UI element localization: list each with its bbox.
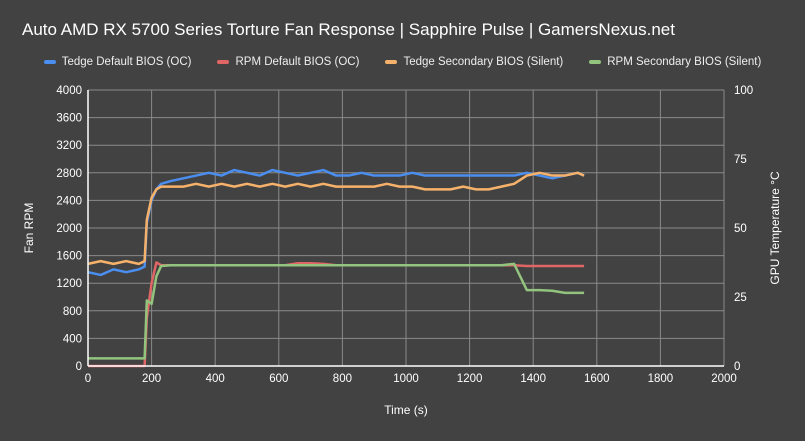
series-line-1 xyxy=(88,261,585,368)
chart-title: Auto AMD RX 5700 Series Torture Fan Resp… xyxy=(22,20,675,39)
legend-item-tedge-default[interactable]: Tedge Default BIOS (OC) xyxy=(43,56,192,68)
x-tick-label: 200 xyxy=(142,373,161,385)
x-tick-label: 600 xyxy=(269,373,288,385)
y2-tick-label: 75 xyxy=(734,154,747,166)
y-tick-label: 800 xyxy=(63,306,82,318)
legend-label: RPM Secondary BIOS (Silent) xyxy=(607,56,762,68)
x-tick-label: 2000 xyxy=(711,373,737,385)
x-tick-label: 400 xyxy=(206,373,225,385)
y2-tick-label: 100 xyxy=(734,85,753,97)
y2-tick-label: 0 xyxy=(734,361,740,373)
series-line-3 xyxy=(88,262,585,360)
y-axis-label: Fan RPM xyxy=(22,203,36,254)
legend-item-rpm-secondary[interactable]: RPM Secondary BIOS (Silent) xyxy=(589,56,761,68)
y-tick-label: 0 xyxy=(76,361,82,373)
y-tick-label: 3200 xyxy=(56,140,82,152)
x-tick-label: 1800 xyxy=(648,373,674,385)
y-tick-label: 4000 xyxy=(56,85,82,97)
x-tick-label: 1600 xyxy=(584,373,610,385)
legend-swatch xyxy=(589,60,602,64)
x-tick-label: 1000 xyxy=(393,373,419,385)
x-tick-label: 1400 xyxy=(520,373,546,385)
legend-item-rpm-default[interactable]: RPM Default BIOS (OC) xyxy=(217,56,359,68)
y-tick-label: 2000 xyxy=(56,223,82,235)
x-axis-label: Time (s) xyxy=(384,403,428,417)
y-tick-label: 2800 xyxy=(56,168,82,180)
y2-axis-label: GPU Temperature °C xyxy=(768,171,782,285)
y-tick-label: 400 xyxy=(63,333,82,345)
y-tick-label: 1200 xyxy=(56,278,82,290)
x-tick-label: 1200 xyxy=(457,373,483,385)
y2-tick-label: 25 xyxy=(734,292,747,304)
legend-label: Tedge Secondary BIOS (Silent) xyxy=(403,56,564,68)
legend-item-tedge-secondary[interactable]: Tedge Secondary BIOS (Silent) xyxy=(385,56,563,68)
legend-label: Tedge Default BIOS (OC) xyxy=(61,56,192,68)
y-tick-label: 2400 xyxy=(56,195,82,207)
legend-swatch xyxy=(43,60,56,64)
legend-swatch xyxy=(217,60,230,64)
x-tick-label: 0 xyxy=(85,373,91,385)
y-tick-label: 1600 xyxy=(56,251,82,263)
legend: Tedge Default BIOS (OC) RPM Default BIOS… xyxy=(0,56,805,68)
x-tick-label: 800 xyxy=(333,373,352,385)
y-tick-label: 3600 xyxy=(56,113,82,125)
y2-tick-label: 50 xyxy=(734,223,747,235)
series-line-2 xyxy=(87,171,585,266)
legend-swatch xyxy=(385,60,398,64)
legend-label: RPM Default BIOS (OC) xyxy=(235,56,360,68)
